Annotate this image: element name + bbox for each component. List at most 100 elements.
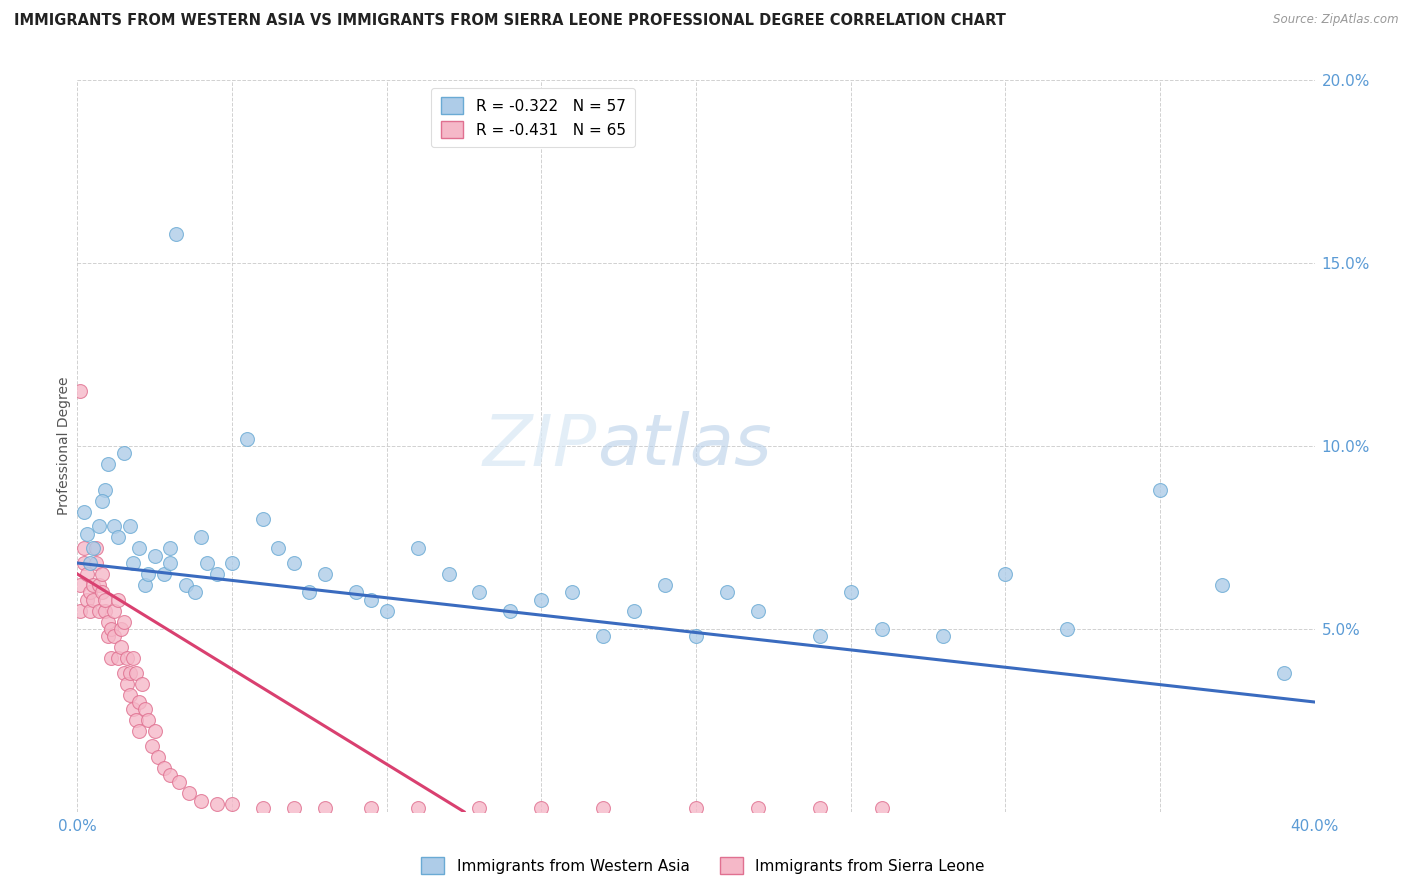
Point (314, 567, 336, 582)
Point (146, 749, 169, 764)
Point (165, 227, 187, 241)
Point (103, 603, 125, 617)
Y-axis label: Professional Degree: Professional Degree (58, 376, 72, 516)
Point (76, 592, 98, 607)
Point (79, 603, 101, 617)
Point (839, 585, 862, 599)
Point (716, 585, 738, 599)
Point (87, 603, 110, 617)
Point (112, 665, 135, 680)
Point (103, 519, 125, 533)
Point (437, 567, 460, 582)
Point (314, 801, 336, 815)
Point (128, 695, 150, 709)
Point (112, 615, 135, 629)
Point (159, 556, 181, 570)
Point (298, 585, 321, 599)
Point (808, 801, 831, 815)
Point (870, 801, 893, 815)
Point (747, 603, 769, 617)
Point (69, 603, 91, 617)
Point (153, 567, 176, 582)
Point (72, 541, 94, 556)
Point (177, 787, 200, 801)
Point (344, 585, 367, 599)
Point (79, 556, 101, 570)
Point (91, 567, 114, 582)
Point (97, 458, 120, 472)
Point (468, 585, 491, 599)
Point (107, 530, 129, 544)
Point (499, 603, 522, 617)
Point (118, 519, 141, 533)
Point (84, 541, 107, 556)
Point (283, 801, 305, 815)
Point (205, 567, 228, 582)
Point (97, 615, 120, 629)
Point (1056, 622, 1078, 636)
Point (103, 629, 125, 643)
Point (118, 688, 141, 702)
Point (932, 629, 955, 643)
Point (205, 797, 228, 812)
Point (131, 676, 153, 690)
Point (115, 651, 138, 665)
Point (406, 541, 429, 556)
Text: Source: ZipAtlas.com: Source: ZipAtlas.com (1274, 13, 1399, 27)
Point (141, 739, 163, 753)
Point (97, 629, 120, 643)
Point (134, 578, 156, 592)
Point (94, 603, 117, 617)
Text: ZIP: ZIP (482, 411, 598, 481)
Text: IMMIGRANTS FROM WESTERN ASIA VS IMMIGRANTS FROM SIERRA LEONE PROFESSIONAL DEGREE: IMMIGRANTS FROM WESTERN ASIA VS IMMIGRAN… (14, 13, 1005, 29)
Point (153, 761, 176, 775)
Point (221, 797, 243, 812)
Point (110, 640, 132, 655)
Point (118, 665, 141, 680)
Point (685, 801, 707, 815)
Point (82, 592, 104, 607)
Point (190, 794, 212, 808)
Point (530, 801, 553, 815)
Point (107, 651, 129, 665)
Point (125, 665, 148, 680)
Point (128, 541, 150, 556)
Point (870, 622, 893, 636)
Point (76, 526, 98, 541)
Point (1272, 665, 1295, 680)
Point (69, 384, 91, 399)
Point (79, 585, 101, 599)
Point (134, 702, 156, 716)
Point (252, 512, 274, 526)
Point (190, 530, 212, 544)
Point (184, 585, 207, 599)
Point (94, 592, 117, 607)
Point (91, 493, 114, 508)
Point (72, 556, 94, 570)
Point (72, 505, 94, 519)
Point (808, 629, 831, 643)
Point (138, 714, 160, 728)
Text: atlas: atlas (598, 411, 772, 481)
Point (360, 801, 382, 815)
Point (747, 801, 769, 815)
Point (112, 446, 135, 460)
Point (87, 578, 110, 592)
Legend: Immigrants from Western Asia, Immigrants from Sierra Leone: Immigrants from Western Asia, Immigrants… (415, 851, 991, 880)
Point (87, 519, 110, 533)
Point (159, 541, 181, 556)
Point (82, 578, 104, 592)
Point (122, 556, 145, 570)
Point (122, 651, 145, 665)
Point (143, 549, 166, 563)
Point (236, 432, 259, 446)
Point (169, 775, 191, 789)
Point (1211, 578, 1233, 592)
Point (283, 556, 305, 570)
Point (561, 585, 583, 599)
Point (128, 724, 150, 739)
Point (110, 622, 132, 636)
Point (221, 556, 243, 570)
Point (994, 567, 1017, 582)
Point (76, 567, 98, 582)
